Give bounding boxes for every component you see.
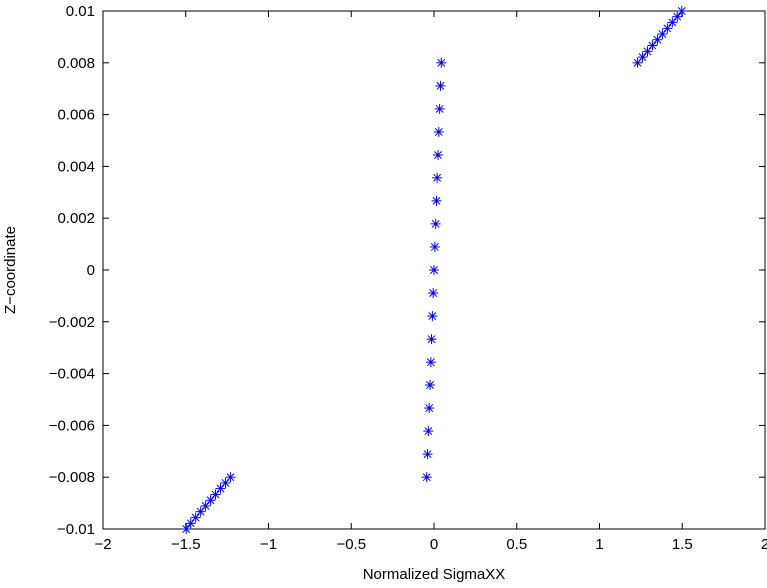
data-point bbox=[185, 518, 196, 529]
data-point bbox=[210, 489, 221, 500]
data-point bbox=[637, 52, 648, 63]
y-tick-label: 0.008 bbox=[57, 55, 95, 72]
x-tick-label: −1 bbox=[260, 536, 277, 553]
y-tick-label: −0.004 bbox=[49, 366, 95, 383]
data-point bbox=[425, 357, 436, 368]
data-point bbox=[652, 34, 663, 45]
x-tick-label: −1.5 bbox=[171, 536, 201, 553]
data-point bbox=[220, 477, 231, 488]
x-tick-label: −0.5 bbox=[336, 536, 366, 553]
data-point bbox=[647, 40, 658, 51]
y-tick-label: 0.002 bbox=[57, 210, 95, 227]
x-tick-label: 0 bbox=[430, 536, 438, 553]
data-point bbox=[200, 500, 211, 511]
data-point bbox=[425, 379, 436, 390]
data-point bbox=[676, 6, 687, 16]
data-point bbox=[662, 23, 673, 34]
y-tick-label: −0.002 bbox=[49, 314, 95, 331]
data-point bbox=[421, 472, 432, 483]
data-point bbox=[642, 46, 653, 57]
data-point bbox=[422, 449, 433, 460]
y-tick-label: 0.006 bbox=[57, 107, 95, 124]
y-axis: −0.01 −0.008 −0.006 −0.004 −0.002 0 0.002 0.004… bbox=[49, 3, 765, 538]
y-tick-label: 0 bbox=[87, 262, 95, 279]
x-tick-label: 1 bbox=[595, 536, 603, 553]
x-axis: −2 −1.5 −1 −0.5 0 0.5 1 1.5 2 bbox=[94, 11, 767, 553]
data-point bbox=[424, 403, 435, 414]
data-point bbox=[205, 495, 216, 506]
y-tick-label: −0.01 bbox=[57, 521, 95, 538]
x-tick-label: 0.5 bbox=[506, 536, 527, 553]
data-point bbox=[429, 241, 440, 252]
data-point bbox=[427, 311, 438, 322]
data-point bbox=[181, 524, 192, 534]
data-point bbox=[436, 57, 447, 68]
data-point bbox=[657, 29, 668, 40]
x-tick-label: −2 bbox=[94, 536, 111, 553]
y-axis-label: Z−coordinate bbox=[2, 226, 19, 314]
data-point bbox=[225, 472, 236, 483]
data-point bbox=[632, 57, 643, 68]
data-point bbox=[432, 150, 443, 161]
x-tick-label: 2 bbox=[761, 536, 767, 553]
data-point bbox=[432, 172, 443, 183]
data-point bbox=[430, 218, 441, 229]
data-points bbox=[181, 6, 687, 534]
data-point bbox=[429, 265, 439, 275]
x-tick-label: 1.5 bbox=[672, 536, 693, 553]
data-point bbox=[426, 334, 437, 345]
data-point bbox=[428, 288, 439, 299]
data-point bbox=[667, 17, 678, 28]
y-tick-label: 0.004 bbox=[57, 158, 95, 175]
data-point bbox=[190, 512, 201, 523]
y-tick-label: −0.008 bbox=[49, 469, 95, 486]
x-axis-label: Normalized SigmaXX bbox=[363, 566, 506, 583]
y-tick-label: −0.006 bbox=[49, 417, 95, 434]
data-point bbox=[435, 80, 446, 91]
data-point bbox=[433, 126, 444, 137]
data-point bbox=[672, 11, 683, 22]
data-point bbox=[434, 103, 445, 114]
data-point bbox=[423, 426, 434, 437]
data-point bbox=[431, 195, 442, 206]
data-point bbox=[215, 483, 226, 494]
data-point bbox=[195, 506, 206, 517]
y-tick-label: 0.01 bbox=[66, 3, 95, 20]
